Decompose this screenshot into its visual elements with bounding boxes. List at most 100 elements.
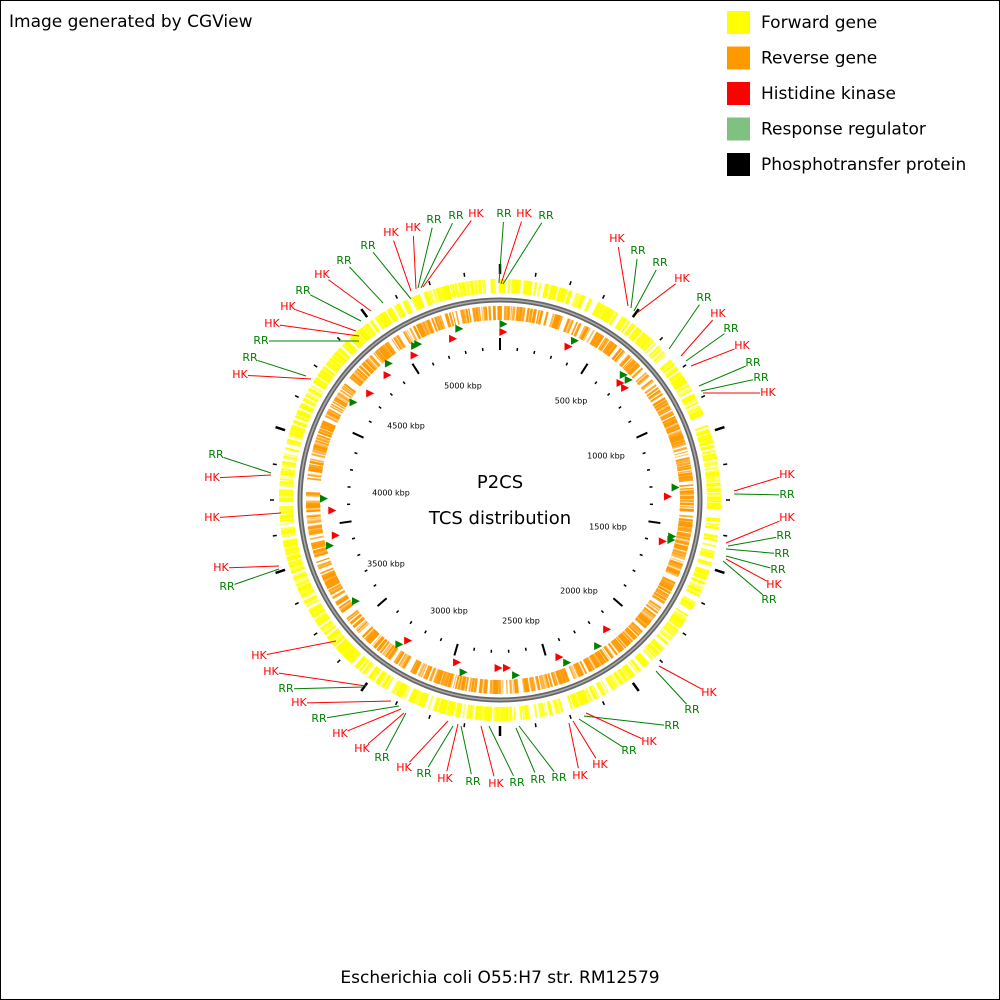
outer-tick xyxy=(601,701,606,706)
forward-gene xyxy=(295,577,310,586)
forward-gene xyxy=(461,703,467,719)
reverse-gene xyxy=(646,386,659,397)
forward-gene xyxy=(706,478,721,483)
forward-gene xyxy=(374,316,385,330)
forward-gene xyxy=(456,702,463,718)
reverse-gene xyxy=(631,621,644,632)
leader-line xyxy=(700,379,754,392)
forward-gene xyxy=(569,693,578,709)
reverse-gene xyxy=(601,647,611,661)
feature-label: RR xyxy=(336,254,352,267)
forward-gene xyxy=(313,379,327,389)
forward-gene xyxy=(591,301,601,316)
rr-marker xyxy=(619,370,628,379)
reverse-gene xyxy=(355,620,367,631)
reverse-gene xyxy=(580,326,589,340)
forward-gene xyxy=(336,639,350,652)
reverse-gene xyxy=(309,460,324,465)
reverse-gene xyxy=(646,387,659,397)
reverse-gene xyxy=(408,327,418,342)
reverse-gene xyxy=(643,606,656,617)
leader-line xyxy=(725,558,768,582)
forward-gene xyxy=(634,332,646,344)
forward-gene xyxy=(679,389,693,398)
reverse-gene xyxy=(307,518,322,522)
forward-gene xyxy=(697,435,713,443)
forward-gene xyxy=(548,285,554,300)
scale-tick xyxy=(644,537,649,540)
rr-marker xyxy=(594,642,603,651)
forward-gene xyxy=(433,697,441,712)
reverse-gene xyxy=(346,609,359,620)
leader-line xyxy=(412,235,417,290)
forward-gene xyxy=(285,548,300,556)
reverse-gene xyxy=(514,679,518,694)
reverse-gene xyxy=(617,635,628,648)
forward-gene xyxy=(705,519,721,523)
leader-line xyxy=(572,720,597,759)
reverse-gene xyxy=(636,615,649,626)
reverse-gene xyxy=(678,521,693,526)
leader-line xyxy=(309,294,362,322)
forward-gene xyxy=(645,646,656,658)
forward-gene xyxy=(551,286,557,300)
feature-label: RR xyxy=(779,488,795,501)
reverse-gene xyxy=(415,324,424,338)
feature-label: RR xyxy=(652,256,668,269)
reverse-gene xyxy=(657,405,671,415)
reverse-gene xyxy=(337,392,351,403)
forward-gene xyxy=(629,328,640,340)
leader-line xyxy=(446,723,459,772)
reverse-gene xyxy=(359,364,371,376)
forward-gene xyxy=(284,546,299,552)
reverse-gene xyxy=(618,354,630,366)
reverse-gene xyxy=(428,667,436,682)
forward-gene xyxy=(488,706,493,721)
forward-gene xyxy=(286,440,301,448)
leader-line xyxy=(722,560,764,596)
reverse-gene xyxy=(375,349,387,362)
reverse-gene xyxy=(672,548,687,555)
reverse-gene xyxy=(670,439,685,445)
forward-gene xyxy=(676,383,690,394)
forward-gene xyxy=(279,519,295,522)
forward-gene xyxy=(377,314,387,328)
scale-tick xyxy=(628,420,632,424)
scale-tick xyxy=(587,620,591,625)
reverse-gene xyxy=(338,599,352,609)
hk-marker xyxy=(658,537,667,546)
forward-gene xyxy=(638,335,650,348)
reverse-gene xyxy=(485,679,489,694)
forward-gene xyxy=(664,623,678,635)
reverse-gene xyxy=(678,524,693,528)
forward-gene xyxy=(446,700,453,715)
reverse-gene xyxy=(341,387,354,397)
leader-line xyxy=(698,365,746,387)
center-title: P2CS xyxy=(477,472,523,493)
reverse-gene xyxy=(610,640,622,653)
hk-marker xyxy=(410,351,419,360)
forward-gene xyxy=(706,488,721,492)
reverse-gene xyxy=(462,309,468,324)
reverse-gene xyxy=(666,425,680,433)
feature-label: HK xyxy=(251,649,267,662)
leader-line xyxy=(733,476,780,492)
forward-gene xyxy=(396,303,405,317)
forward-gene xyxy=(671,375,685,386)
forward-gene xyxy=(696,430,711,437)
reverse-gene xyxy=(401,654,410,668)
reverse-gene xyxy=(677,529,692,533)
reverse-gene xyxy=(604,342,615,355)
forward-gene xyxy=(699,553,714,559)
forward-gene xyxy=(648,642,661,655)
reverse-gene xyxy=(679,506,694,508)
feature-label: HK xyxy=(766,578,782,591)
hk-marker xyxy=(449,334,458,343)
reverse-gene xyxy=(349,613,362,625)
forward-gene xyxy=(577,294,586,310)
reverse-gene xyxy=(481,306,484,321)
forward-gene xyxy=(668,371,681,382)
reverse-gene xyxy=(537,310,544,325)
forward-gene xyxy=(304,394,318,403)
forward-gene xyxy=(697,432,712,440)
